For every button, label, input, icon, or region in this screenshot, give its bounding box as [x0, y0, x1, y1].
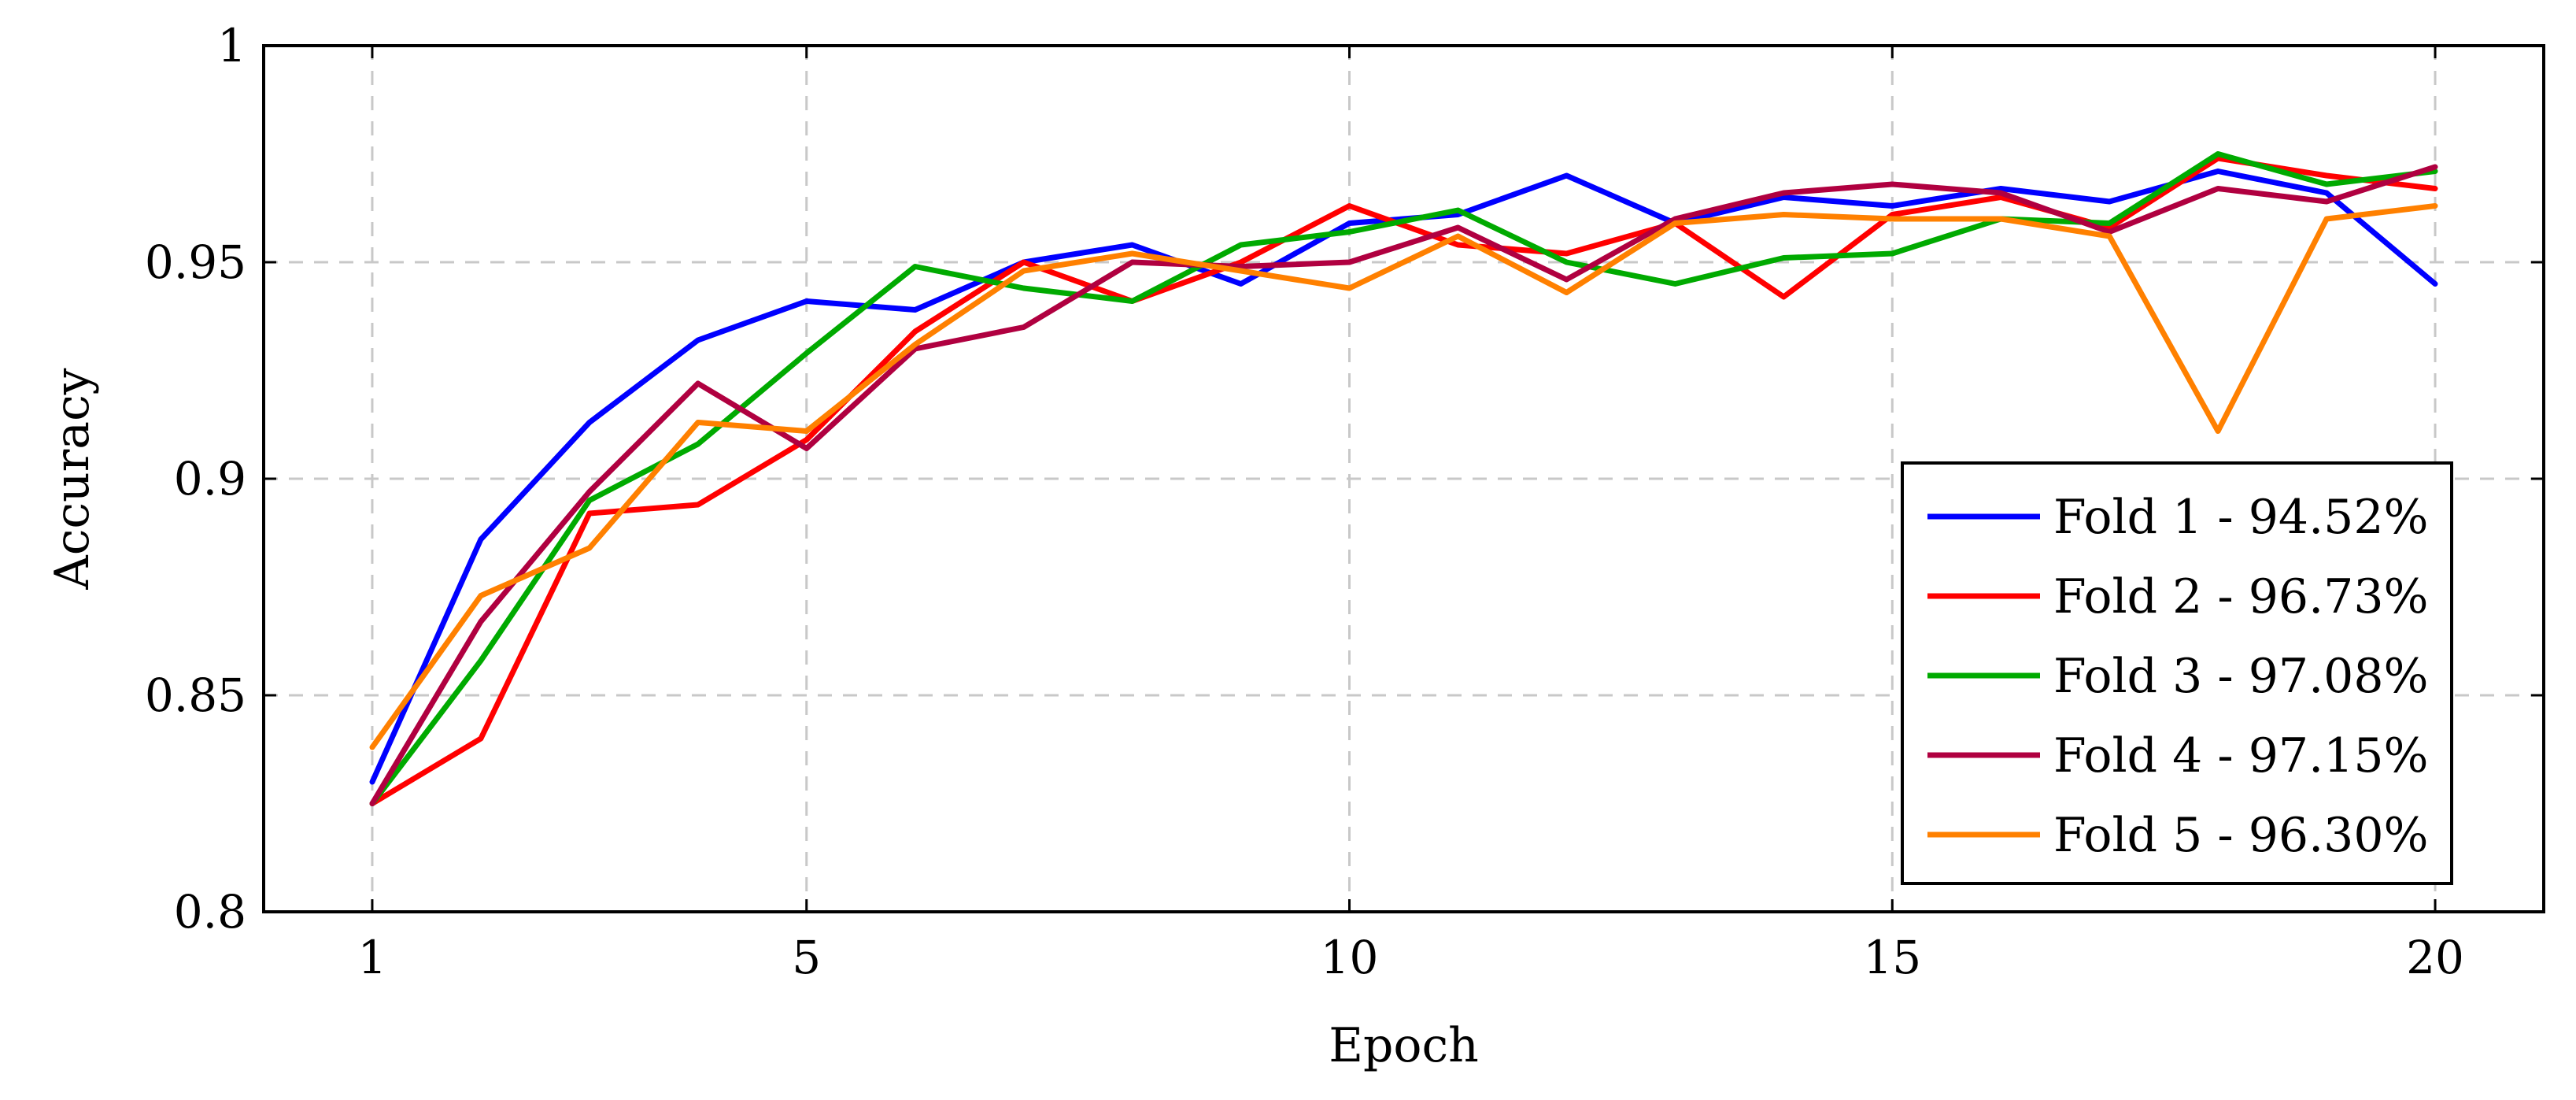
legend-label: Fold 2 - 96.73% [2053, 569, 2429, 624]
x-axis-label: Epoch [1329, 1018, 1479, 1073]
y-tick-label: 0.85 [145, 669, 246, 722]
x-tick-label: 20 [2406, 931, 2464, 984]
y-tick-label: 0.9 [174, 452, 246, 506]
series-line-fold-5 [369, 203, 2438, 750]
y-axis-label: Accuracy [45, 368, 100, 590]
legend-label: Fold 4 - 97.15% [2053, 728, 2429, 783]
x-tick-label: 15 [1863, 931, 1921, 984]
series-lines [369, 151, 2438, 806]
x-tick-label: 10 [1321, 931, 1379, 984]
y-tick-label: 1 [217, 19, 246, 72]
y-tick-label: 0.8 [174, 885, 246, 939]
legend-label: Fold 5 - 96.30% [2053, 808, 2429, 863]
x-tick-label: 5 [792, 931, 821, 984]
y-tick-label: 0.95 [145, 235, 246, 289]
axis-ticks: 1 5 10 15 200.80.850.90.951 [145, 19, 2544, 984]
legend-label: Fold 1 - 94.52% [2053, 490, 2429, 545]
series-line-fold-4 [369, 164, 2438, 806]
legend: Fold 1 - 94.52% Fold 2 - 96.73% Fold 3 - 9… [1901, 461, 2453, 885]
x-tick-label: 1 [357, 931, 386, 984]
legend-label: Fold 3 - 97.08% [2053, 649, 2429, 704]
